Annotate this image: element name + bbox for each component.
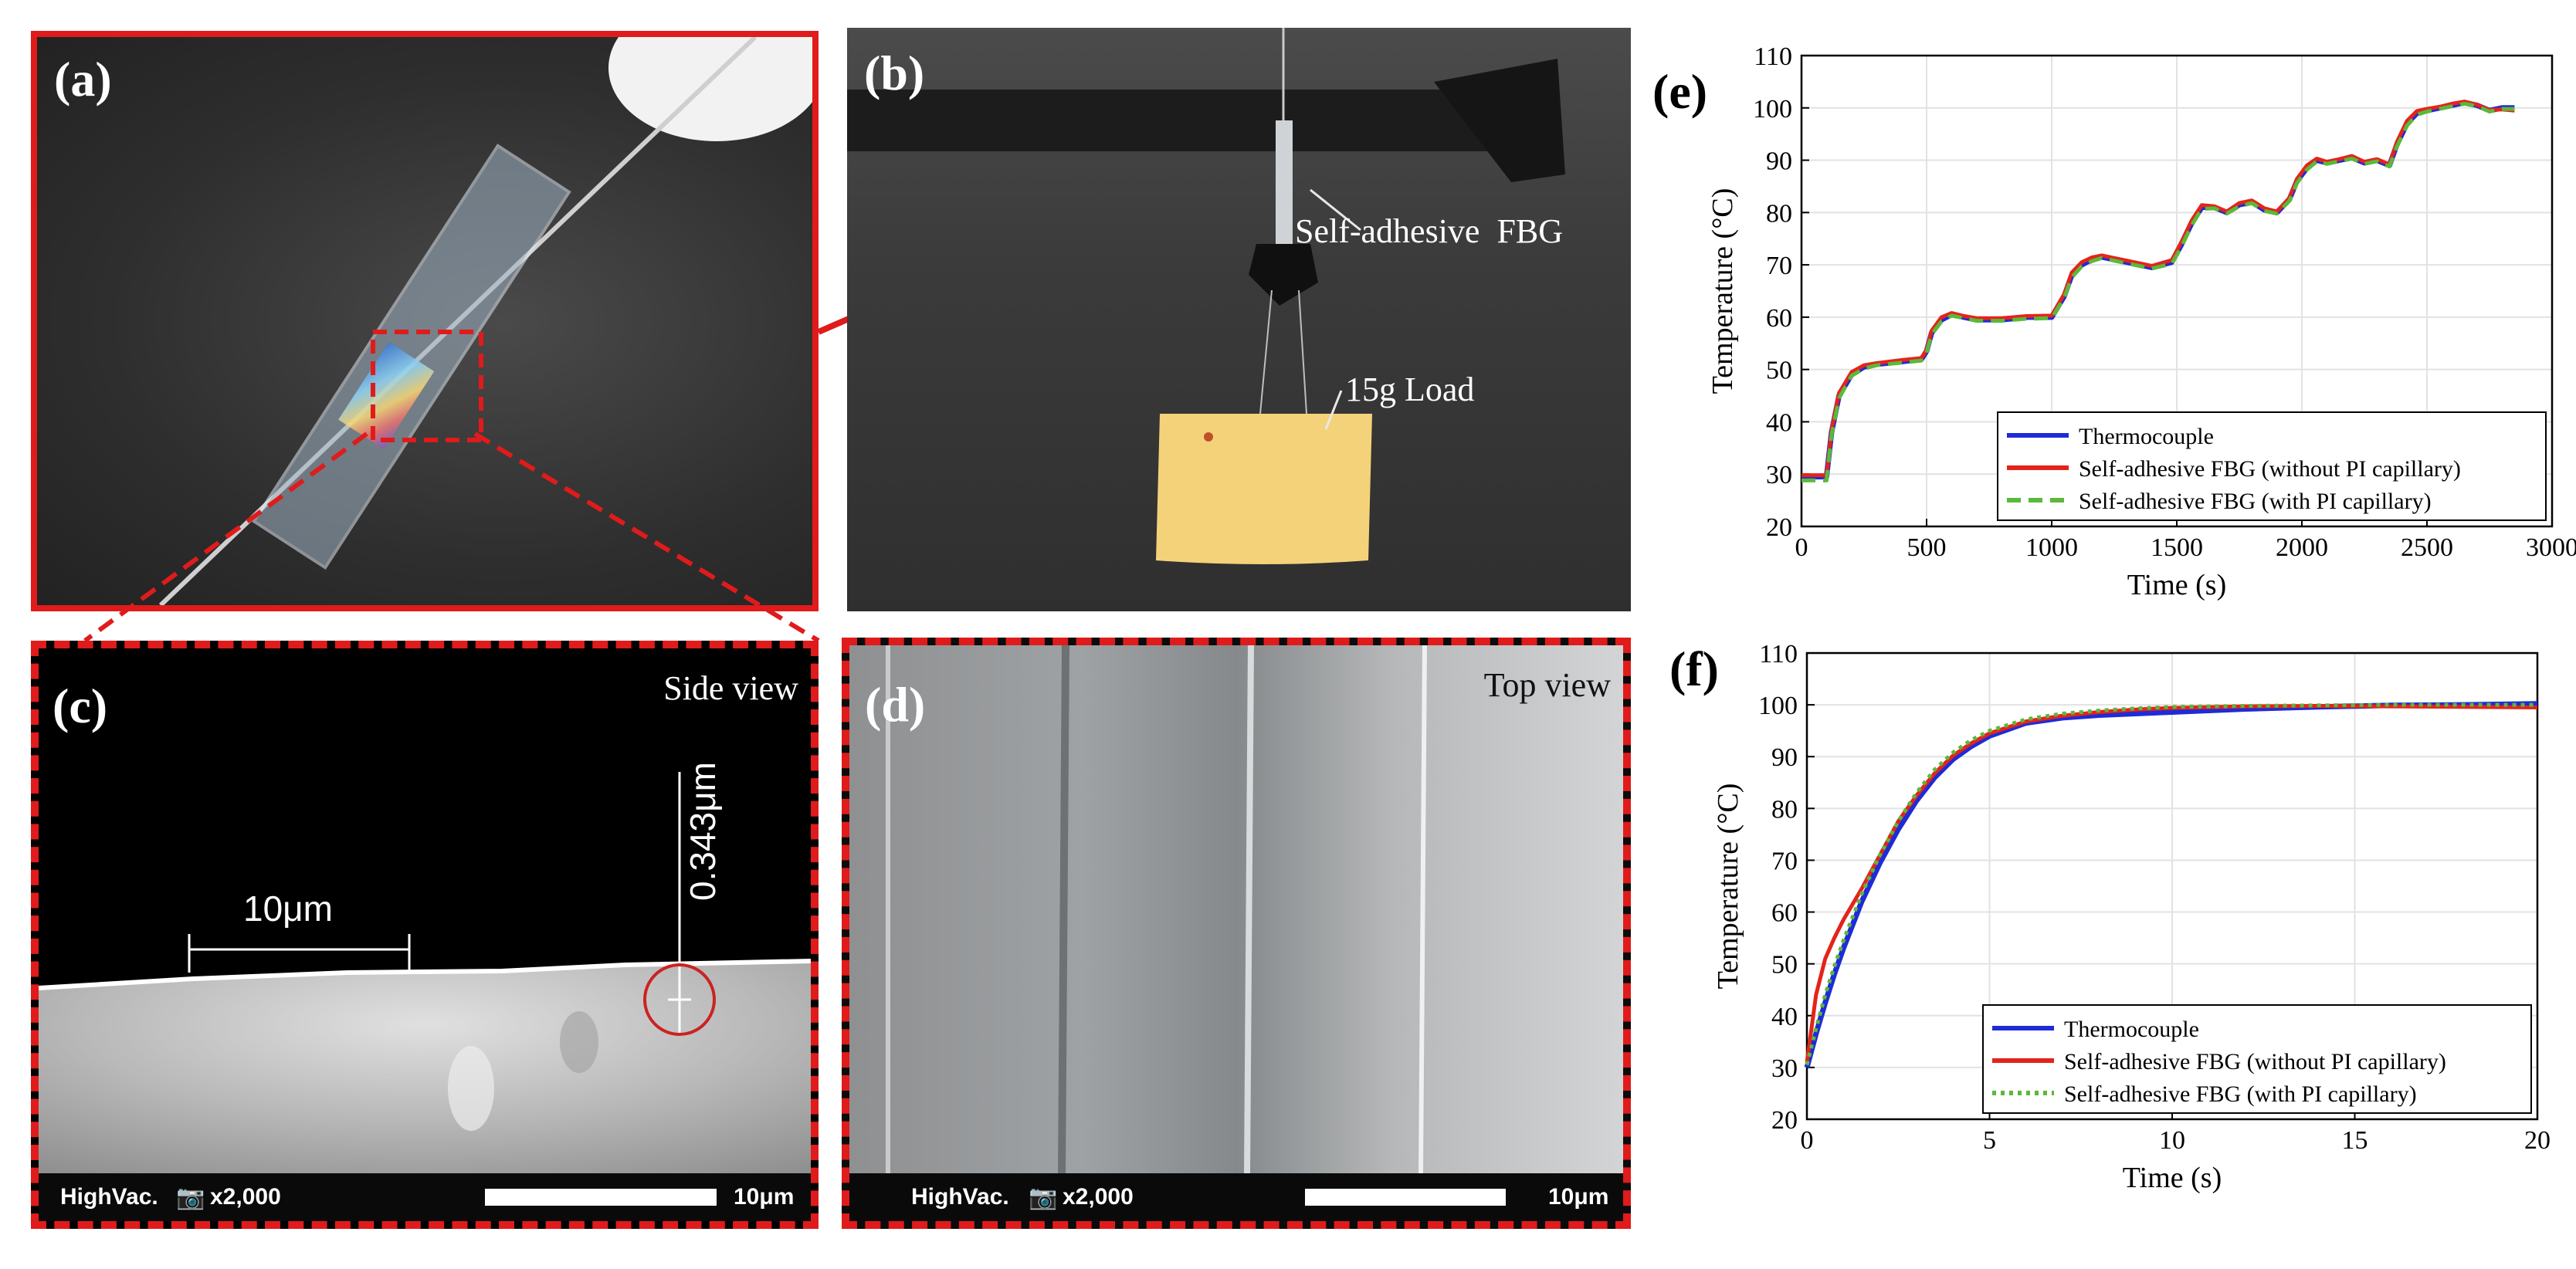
y-tick-label: 30 <box>1771 1054 1798 1083</box>
camera-icon: 📷 <box>176 1185 205 1210</box>
x-tick-label: 2500 <box>2401 533 2453 562</box>
chart-f: (f) 0 5 10 15 20 20 30 40 50 60 70 80 90 100 110 Time (s… <box>1669 640 2551 1194</box>
measurement-circle <box>643 963 716 1036</box>
y-tick-label: 110 <box>1754 42 1792 71</box>
y-tick-label: 80 <box>1766 199 1792 228</box>
sem-scale-label-d: 10μm <box>1548 1184 1609 1210</box>
x-tick-label: 10 <box>2159 1126 2185 1155</box>
y-tick-label: 60 <box>1766 304 1792 333</box>
y-tick-label: 20 <box>1771 1106 1798 1135</box>
y-tick-label: 80 <box>1771 795 1798 824</box>
series-line-3 <box>1802 101 2515 482</box>
x-axis-label: Time (s) <box>2123 1162 2222 1194</box>
sem-panel-c: (c) Side view 10μm 0.343μm HighVac. 📷 x2… <box>31 641 819 1229</box>
legend-entry-3: Self-adhesive FBG (with PI capillary) <box>2064 1081 2417 1107</box>
legend-box <box>1982 1004 2532 1114</box>
x-tick-label: 1500 <box>2151 533 2203 562</box>
x-tick-label: 1000 <box>2025 533 2078 562</box>
zoom-region-box <box>371 330 483 442</box>
sem-magnification-d: x2,000 <box>1063 1184 1134 1210</box>
x-tick-label: 2000 <box>2276 533 2328 562</box>
sem-panel-d: (d) Top view HighVac. 📷 x2,000 10μm <box>842 638 1631 1229</box>
y-tick-label: 50 <box>1766 357 1792 385</box>
y-tick-label: 20 <box>1766 513 1792 542</box>
glove-fingertip <box>608 37 812 141</box>
y-tick-label: 90 <box>1766 147 1792 176</box>
fbg-annotation: Self-adhesive FBG <box>1295 212 1564 250</box>
camera-icon: 📷 <box>1029 1185 1058 1210</box>
connector-line-a-to-c <box>83 431 368 643</box>
panel-label-e: (e) <box>1652 64 1707 119</box>
panel-label-a: (a) <box>54 52 112 107</box>
view-caption-c: Side view <box>663 669 798 707</box>
y-tick-label: 50 <box>1771 951 1798 980</box>
y-tick-label: 70 <box>1766 252 1792 280</box>
x-tick-label: 15 <box>2342 1126 2368 1155</box>
y-tick-label: 40 <box>1771 1003 1798 1031</box>
fbg-sensor <box>1276 120 1293 252</box>
view-caption-d: Top view <box>1483 666 1611 704</box>
sem-top-view-image <box>849 645 1623 1174</box>
y-tick-label: 100 <box>1758 692 1798 720</box>
binder-clip <box>1249 244 1318 306</box>
legend-entry-2: Self-adhesive FBG (without PI capillary) <box>2079 456 2461 482</box>
connector-line-a-to-d <box>473 431 820 643</box>
adhesive-strip <box>252 144 571 570</box>
y-tick-label: 60 <box>1771 899 1798 928</box>
y-tick-label: 110 <box>1759 640 1798 668</box>
scale-bar-c <box>485 1189 717 1206</box>
x-tick-label: 500 <box>1907 533 1947 562</box>
clamp-bar <box>847 90 1527 151</box>
load-test-illustration <box>847 28 1565 564</box>
plot-frame <box>1800 54 2554 528</box>
series-line-3 <box>1805 702 2537 1066</box>
sem-info-bar-d: HighVac. 📷 x2,000 10μm <box>849 1173 1623 1221</box>
x-tick-label: 20 <box>2524 1126 2551 1155</box>
x-axis-label: Time (s) <box>2127 569 2226 601</box>
sem-info-bar-c: HighVac. 📷 x2,000 10μm <box>39 1173 811 1221</box>
legend-entry-2: Self-adhesive FBG (without PI capillary) <box>2064 1049 2446 1074</box>
legend-entry-3: Self-adhesive FBG (with PI capillary) <box>2079 489 2432 514</box>
load-weight <box>1156 414 1372 564</box>
legend-box <box>1997 411 2547 521</box>
plot-frame <box>1805 651 2539 1121</box>
legend-entry-1: Thermocouple <box>2064 1017 2199 1042</box>
fbg-photo-illustration <box>158 37 812 605</box>
legend-entry-1: Thermocouple <box>2079 424 2214 449</box>
y-axis-label: Temperature (°C) <box>1707 188 1739 394</box>
chart-e: (e) 0 500 1000 1500 2000 2500 3000 20 30 40 50 60 70 8… <box>1652 42 2576 601</box>
x-tick-label: 5 <box>1983 1126 1996 1155</box>
sem-magnification-c: x2,000 <box>210 1184 281 1210</box>
panel-label-f: (f) <box>1669 641 1719 696</box>
y-tick-label: 100 <box>1753 95 1792 124</box>
height-dimension-label: 0.343μm <box>682 762 723 901</box>
sem-mode-d: HighVac. <box>911 1184 1009 1210</box>
panel-label-c: (c) <box>53 678 108 733</box>
y-tick-label: 40 <box>1766 408 1792 437</box>
series-line-1 <box>1804 701 2538 1068</box>
sem-scale-label-c: 10μm <box>734 1184 795 1210</box>
load-annotation: 15g Load <box>1345 371 1475 408</box>
x-tick-label: 0 <box>1801 1126 1814 1155</box>
y-tick-label: 90 <box>1771 743 1798 772</box>
y-tick-label: 30 <box>1766 461 1792 489</box>
panel-label-b: (b) <box>864 46 925 100</box>
scale-bar-d <box>1305 1189 1506 1206</box>
photo-panel-a: (a) <box>31 31 819 611</box>
y-tick-label: 70 <box>1771 847 1798 875</box>
sem-mode-c: HighVac. <box>60 1184 158 1210</box>
panel-label-d: (d) <box>865 677 926 732</box>
sem-side-view-image <box>39 772 811 1173</box>
y-axis-label: Temperature (°C) <box>1712 783 1744 990</box>
x-tick-label: 3000 <box>2526 533 2576 562</box>
width-dimension-label: 10μm <box>243 888 333 929</box>
photo-panel-b: (b) Self-adhesive FBG 15g Load <box>847 28 1631 611</box>
x-tick-label: 0 <box>1795 533 1808 562</box>
